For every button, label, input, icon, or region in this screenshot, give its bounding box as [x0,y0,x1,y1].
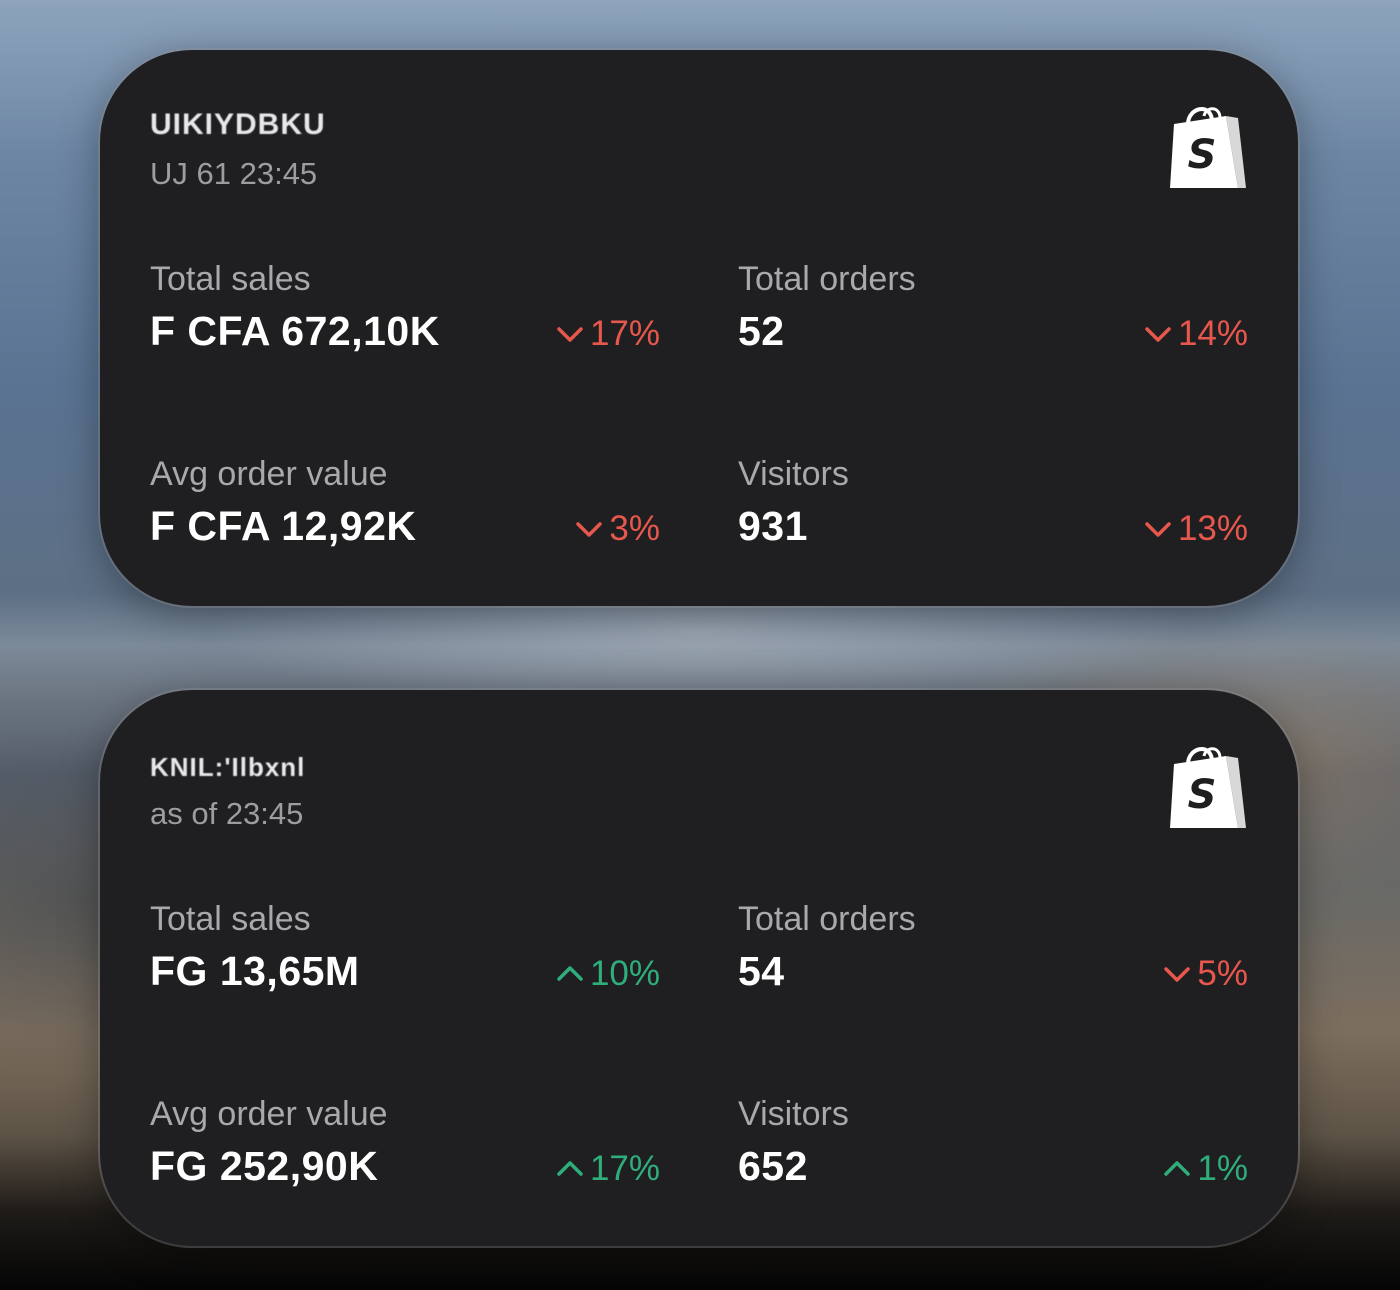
metric-change-value: 10% [589,954,660,993]
metric-label: Avg order value [150,455,388,493]
metric-visitors: Visitors 652 1% [738,1095,1248,1195]
metric-label: Total sales [150,260,311,298]
metric-value: 54 [738,948,785,994]
metric-change-value: 5% [1197,954,1248,993]
metric-label: Total sales [150,900,311,938]
metric-label: Visitors [738,455,849,493]
shopify-widget[interactable]: UIKIYDBKU UJ 61 23:45 S Total sales F CF… [100,50,1298,606]
chevron-up-icon [557,1161,583,1176]
metric-change-value: 1% [1197,1149,1248,1188]
svg-text:S: S [1188,772,1217,818]
metric-label: Total orders [738,900,916,938]
metric-label: Visitors [738,1095,849,1133]
metric-value: FG 13,65M [150,948,360,994]
metric-value: 52 [738,308,785,354]
metric-change-value: 13% [1177,509,1248,548]
svg-text:S: S [1188,132,1217,178]
updated-time: UJ 61 23:45 [150,156,318,191]
metric-value: FG 252,90K [150,1143,379,1189]
metric-total-orders: Total orders 54 5% [738,900,1248,1000]
metric-change-value: 17% [589,314,660,353]
metric-total-sales: Total sales F CFA 672,10K 17% [150,260,660,360]
chevron-down-icon [557,327,583,342]
chevron-down-icon [1164,967,1191,982]
metric-value: F CFA 672,10K [150,308,440,354]
metric-change: 17% [556,1149,660,1189]
metric-change: 3% [575,509,660,549]
metric-label: Avg order value [150,1095,388,1133]
metric-change-value: 17% [589,1149,660,1188]
chevron-up-icon [557,966,583,981]
metric-value: F CFA 12,92K [150,503,417,549]
metric-total-orders: Total orders 52 14% [738,260,1248,360]
metric-avg-order-value: Avg order value F CFA 12,92K 3% [150,455,660,555]
metric-change: 10% [556,954,660,994]
shopify-widget[interactable]: KNIL:'Ilbxnl as of 23:45 S Total sales F… [100,690,1298,1246]
chevron-up-icon [1164,1161,1191,1176]
metric-change: 5% [1163,954,1248,994]
metric-label: Total orders [738,260,916,298]
metric-total-sales: Total sales FG 13,65M 10% [150,900,660,1000]
shopify-bag-icon: S [1170,747,1246,828]
chevron-down-icon [1145,327,1171,342]
metric-change: 1% [1163,1149,1248,1189]
metric-change: 14% [1144,314,1248,354]
chevron-down-icon [576,522,603,537]
metric-change: 13% [1144,509,1248,549]
store-name: UIKIYDBKU [150,108,326,141]
metric-change-value: 3% [609,509,660,548]
metric-change: 17% [556,314,660,354]
metric-value: 931 [738,503,808,549]
metric-visitors: Visitors 931 13% [738,455,1248,555]
metric-avg-order-value: Avg order value FG 252,90K 17% [150,1095,660,1195]
metric-value: 652 [738,1143,808,1189]
store-name: KNIL:'Ilbxnl [150,752,306,782]
chevron-down-icon [1145,522,1171,537]
updated-time: as of 23:45 [150,796,304,831]
metric-change-value: 14% [1177,314,1248,353]
shopify-bag-icon: S [1170,107,1246,188]
